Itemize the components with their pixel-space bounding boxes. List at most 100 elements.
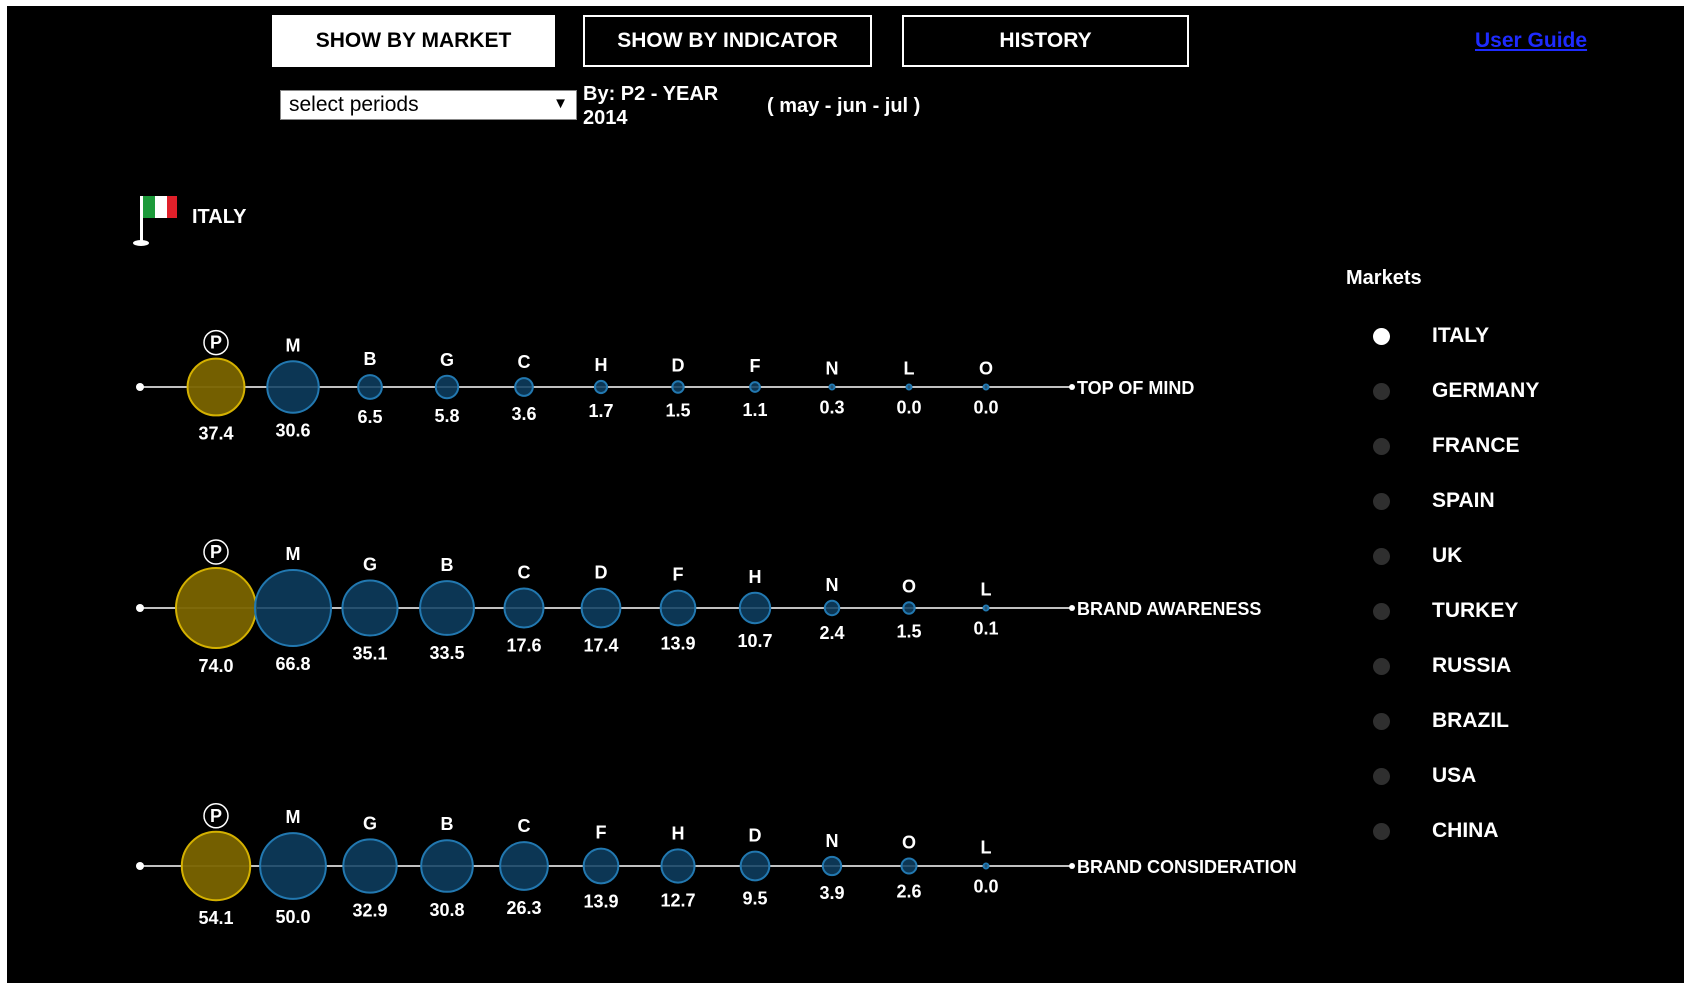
radio-dot-icon[interactable] — [1373, 548, 1390, 565]
value-label: 0.0 — [896, 398, 921, 418]
brand-label: B — [364, 349, 377, 369]
value-label: 2.4 — [819, 623, 844, 643]
brand-label: B — [441, 814, 454, 834]
bubble-m — [259, 832, 327, 900]
value-label: 66.8 — [275, 654, 310, 674]
market-item-label: BRAZIL — [1432, 709, 1509, 732]
radio-dot-icon[interactable] — [1373, 823, 1390, 840]
value-label: 0.0 — [973, 398, 998, 418]
bubble-p — [186, 357, 246, 417]
bubble-n — [823, 599, 841, 617]
period-by-label: By: P2 - YEAR 2014 — [583, 83, 719, 129]
brand-label: P — [210, 542, 222, 562]
brand-label: N — [826, 358, 839, 378]
value-label: 10.7 — [737, 631, 772, 651]
radio-dot-icon[interactable] — [1373, 383, 1390, 400]
bubble-o — [982, 383, 990, 391]
bubble-n — [821, 855, 843, 877]
value-label: 33.5 — [429, 643, 464, 663]
brand-badge-circle — [203, 329, 229, 356]
bubble-h — [738, 591, 772, 625]
bubble-p — [175, 567, 257, 649]
brand-label: B — [441, 555, 454, 575]
value-label: 0.0 — [973, 877, 998, 897]
bubble-p — [180, 830, 252, 902]
axis-start-dot — [136, 383, 144, 391]
brand-label: C — [518, 816, 531, 836]
bubble-d — [671, 380, 685, 394]
radio-dot-icon[interactable] — [1373, 658, 1390, 675]
legend-title: Markets — [1346, 267, 1422, 289]
app-window: SHOW BY MARKET SHOW BY INDICATOR HISTORY… — [7, 6, 1684, 983]
bubble-o — [902, 601, 916, 615]
value-label: 17.4 — [583, 635, 618, 655]
bubble-f — [749, 381, 761, 393]
brand-label: C — [518, 562, 531, 582]
radio-dot-icon[interactable] — [1373, 328, 1390, 345]
brand-label: D — [595, 563, 608, 583]
value-label: 37.4 — [198, 423, 233, 443]
brand-label: F — [596, 823, 607, 843]
bubble-b — [420, 839, 474, 893]
radio-dot-icon[interactable] — [1373, 713, 1390, 730]
bubble-l — [982, 604, 990, 612]
value-label: 1.5 — [896, 622, 921, 642]
tab-show-by-indicator[interactable]: SHOW BY INDICATOR — [583, 15, 872, 67]
market-item-label: UK — [1432, 544, 1463, 567]
brand-label: F — [673, 565, 684, 585]
tab-show-by-market[interactable]: SHOW BY MARKET — [272, 15, 555, 67]
value-label: 3.9 — [819, 883, 844, 903]
bubble-c — [499, 841, 549, 891]
indicator-label: BRAND CONSIDERATION — [1077, 857, 1297, 877]
brand-label: H — [595, 355, 608, 375]
bubble-d — [580, 587, 622, 629]
value-label: 2.6 — [896, 881, 921, 901]
axis-start-dot — [136, 604, 144, 612]
brand-label: L — [981, 580, 992, 600]
market-item-label: RUSSIA — [1432, 654, 1512, 677]
period-select[interactable]: select periods ▼ — [280, 90, 577, 120]
brand-label: L — [981, 838, 992, 858]
brand-label: D — [672, 355, 685, 375]
brand-label: L — [904, 359, 915, 379]
brand-label: M — [286, 544, 301, 564]
bubble-g — [341, 579, 399, 637]
value-label: 54.1 — [198, 908, 233, 928]
value-label: 50.0 — [275, 907, 310, 927]
market-item-label: FRANCE — [1432, 434, 1520, 457]
brand-label: G — [363, 813, 377, 833]
brand-label: M — [286, 335, 301, 355]
bubble-l — [982, 862, 990, 870]
user-guide-link[interactable]: User Guide — [1475, 29, 1588, 52]
brand-label: H — [749, 567, 762, 587]
bubble-g — [434, 374, 460, 400]
period-months-label: ( may - jun - jul ) — [767, 95, 921, 117]
market-item-label: USA — [1432, 764, 1477, 787]
brand-label: D — [749, 826, 762, 846]
market-title: ITALY — [192, 206, 247, 228]
value-label: 32.9 — [352, 901, 387, 921]
brand-label: M — [286, 807, 301, 827]
bubble-g — [342, 838, 398, 894]
brand-label: P — [210, 333, 222, 353]
value-label: 12.7 — [660, 891, 695, 911]
bubble-m — [266, 360, 320, 414]
radio-dot-icon[interactable] — [1373, 493, 1390, 510]
bubble-c — [514, 377, 534, 397]
radio-dot-icon[interactable] — [1373, 603, 1390, 620]
brand-label: C — [518, 352, 531, 372]
radio-dot-icon[interactable] — [1373, 768, 1390, 785]
axis-end-dot — [1069, 863, 1075, 869]
bubble-chart: TOP OF MIND P 37.4 M 30.6 B 6.5 G 5.8 C 3.6 H 1.7 D 1.… — [136, 329, 1297, 928]
indicator-label: TOP OF MIND — [1077, 378, 1194, 398]
tab-history[interactable]: HISTORY — [902, 15, 1189, 67]
value-label: 1.5 — [665, 401, 690, 421]
market-item-label: SPAIN — [1432, 489, 1495, 512]
brand-label: G — [363, 554, 377, 574]
radio-dot-icon[interactable] — [1373, 438, 1390, 455]
brand-badge-circle — [203, 803, 229, 829]
indicator-label: BRAND AWARENESS — [1077, 599, 1261, 619]
brand-label: N — [826, 831, 839, 851]
value-label: 13.9 — [660, 633, 695, 653]
value-label: 30.6 — [275, 421, 310, 441]
